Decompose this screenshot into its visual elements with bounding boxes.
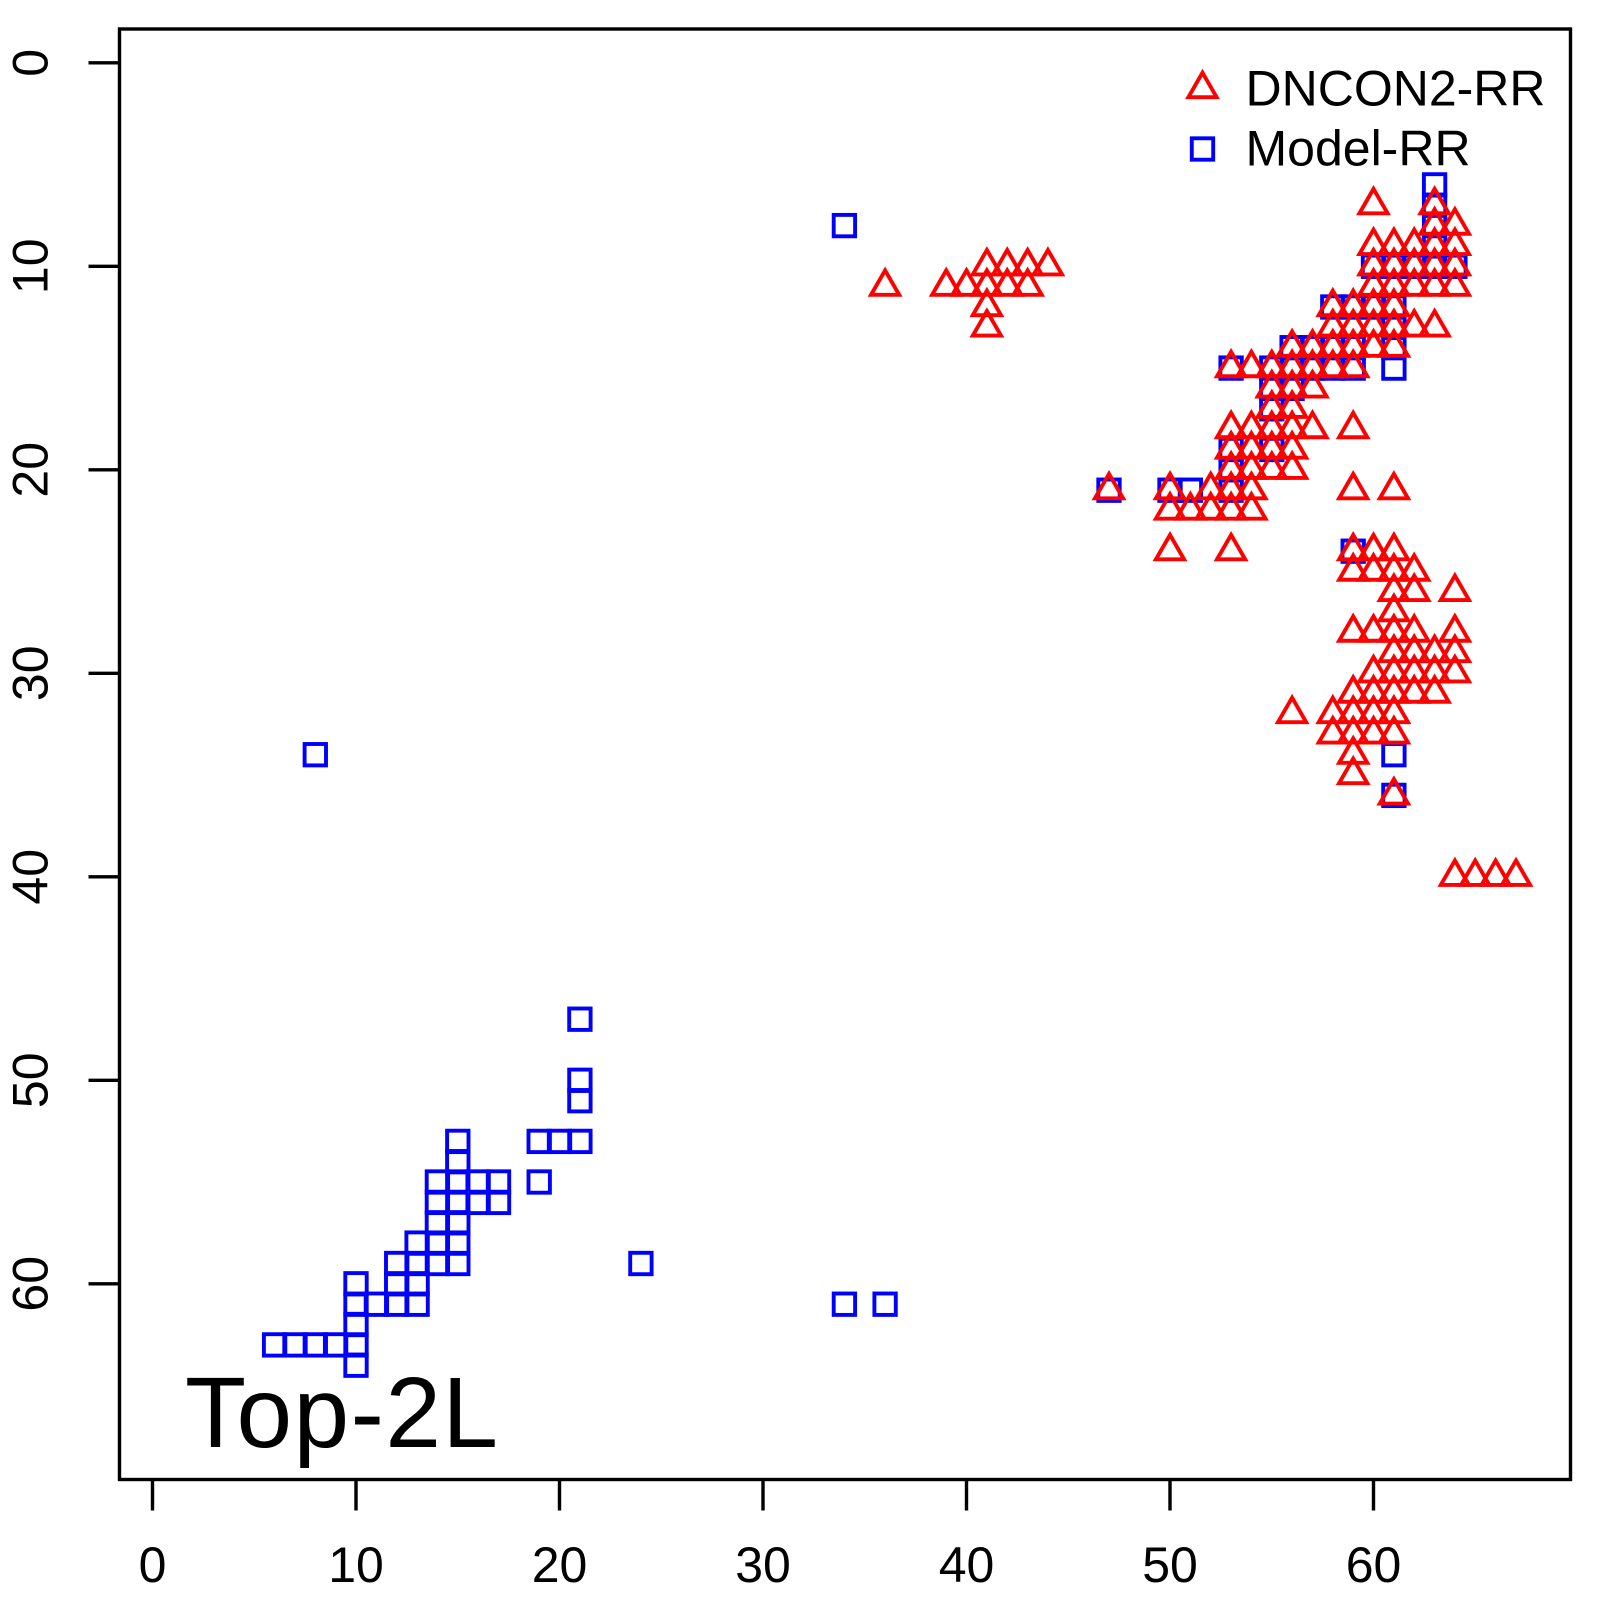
svg-text:20: 20 bbox=[532, 1537, 588, 1593]
svg-text:20: 20 bbox=[3, 442, 59, 498]
svg-text:40: 40 bbox=[939, 1537, 995, 1593]
svg-text:60: 60 bbox=[3, 1256, 59, 1312]
svg-text:Top-2L: Top-2L bbox=[185, 1357, 498, 1469]
svg-text:Model-RR: Model-RR bbox=[1246, 121, 1471, 177]
svg-text:DNCON2-RR: DNCON2-RR bbox=[1246, 61, 1546, 117]
svg-text:50: 50 bbox=[1142, 1537, 1198, 1593]
svg-text:50: 50 bbox=[3, 1052, 59, 1108]
svg-text:10: 10 bbox=[3, 238, 59, 294]
svg-text:30: 30 bbox=[3, 645, 59, 701]
svg-text:0: 0 bbox=[3, 49, 59, 77]
svg-text:40: 40 bbox=[3, 849, 59, 905]
svg-text:10: 10 bbox=[328, 1537, 384, 1593]
svg-text:60: 60 bbox=[1346, 1537, 1402, 1593]
svg-text:30: 30 bbox=[735, 1537, 791, 1593]
svg-text:0: 0 bbox=[139, 1537, 167, 1593]
